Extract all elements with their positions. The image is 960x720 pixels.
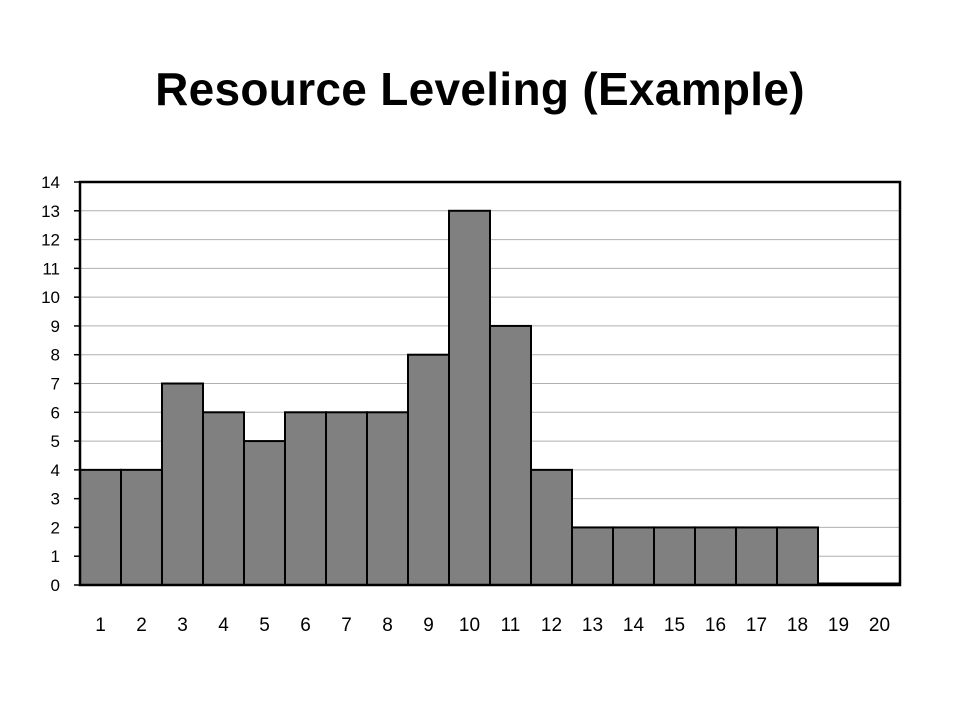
bar-14 bbox=[612, 526, 655, 587]
bar-9 bbox=[407, 353, 450, 587]
bar-7 bbox=[325, 411, 368, 586]
bar-13 bbox=[571, 526, 614, 587]
x-tick-label: 4 bbox=[218, 615, 229, 636]
bar-17 bbox=[735, 526, 778, 587]
y-tick-label: 11 bbox=[42, 259, 60, 278]
y-tick-label: 9 bbox=[51, 317, 60, 336]
bar-10 bbox=[448, 209, 491, 587]
x-tick-label: 7 bbox=[341, 615, 352, 636]
y-tick-label: 4 bbox=[51, 461, 60, 480]
y-tick-label: 13 bbox=[41, 202, 60, 221]
slide-title: Resource Leveling (Example) bbox=[155, 63, 805, 115]
y-tick-label: 5 bbox=[51, 432, 60, 451]
x-tick-label: 10 bbox=[459, 615, 480, 636]
x-tick-label: 12 bbox=[541, 615, 562, 636]
y-tick-label: 3 bbox=[51, 490, 60, 509]
y-tick-label: 0 bbox=[51, 576, 60, 595]
bar-2 bbox=[120, 468, 163, 587]
plot-frame bbox=[74, 180, 902, 587]
bar-4 bbox=[202, 411, 245, 586]
y-tick-label: 12 bbox=[41, 231, 60, 250]
bars bbox=[79, 209, 900, 587]
bar-16 bbox=[694, 526, 737, 587]
x-tick-label: 6 bbox=[300, 615, 311, 636]
bar-12 bbox=[530, 468, 573, 587]
x-tick-labels: 1 2 3 4 5 6 7 8 9 10 11 12 13 14 15 16 17 18 19 20 bbox=[95, 615, 890, 636]
bar-3 bbox=[161, 382, 204, 586]
x-tick-label: 1 bbox=[95, 615, 106, 636]
x-tick-label: 14 bbox=[623, 615, 645, 636]
y-tick-label: 10 bbox=[41, 288, 60, 307]
bar-5 bbox=[243, 440, 286, 587]
y-tick-label: 7 bbox=[51, 375, 60, 394]
bar-18 bbox=[776, 526, 819, 587]
y-tick-label: 14 bbox=[41, 173, 60, 192]
x-tick-label: 16 bbox=[705, 615, 726, 636]
x-tick-label: 19 bbox=[828, 615, 849, 636]
x-tick-label: 13 bbox=[582, 615, 603, 636]
x-tick-label: 5 bbox=[259, 615, 270, 636]
y-tick-label: 2 bbox=[51, 518, 60, 537]
bar-8 bbox=[366, 411, 409, 586]
x-tick-label: 2 bbox=[136, 615, 147, 636]
x-tick-label: 11 bbox=[501, 615, 521, 636]
bar-11 bbox=[489, 324, 532, 586]
x-tick-label: 18 bbox=[787, 615, 808, 636]
x-tick-label: 20 bbox=[869, 615, 890, 636]
x-tick-label: 17 bbox=[746, 615, 767, 636]
bar-1 bbox=[79, 468, 122, 587]
x-tick-label: 9 bbox=[423, 615, 434, 636]
y-tick-label: 8 bbox=[51, 346, 60, 365]
y-tick-label: 1 bbox=[51, 547, 60, 566]
x-tick-label: 8 bbox=[382, 615, 393, 636]
y-tick-label: 6 bbox=[51, 403, 60, 422]
bar-6 bbox=[284, 411, 327, 586]
x-tick-label: 3 bbox=[177, 615, 188, 636]
bar-15 bbox=[653, 526, 696, 587]
x-tick-label: 15 bbox=[664, 615, 685, 636]
